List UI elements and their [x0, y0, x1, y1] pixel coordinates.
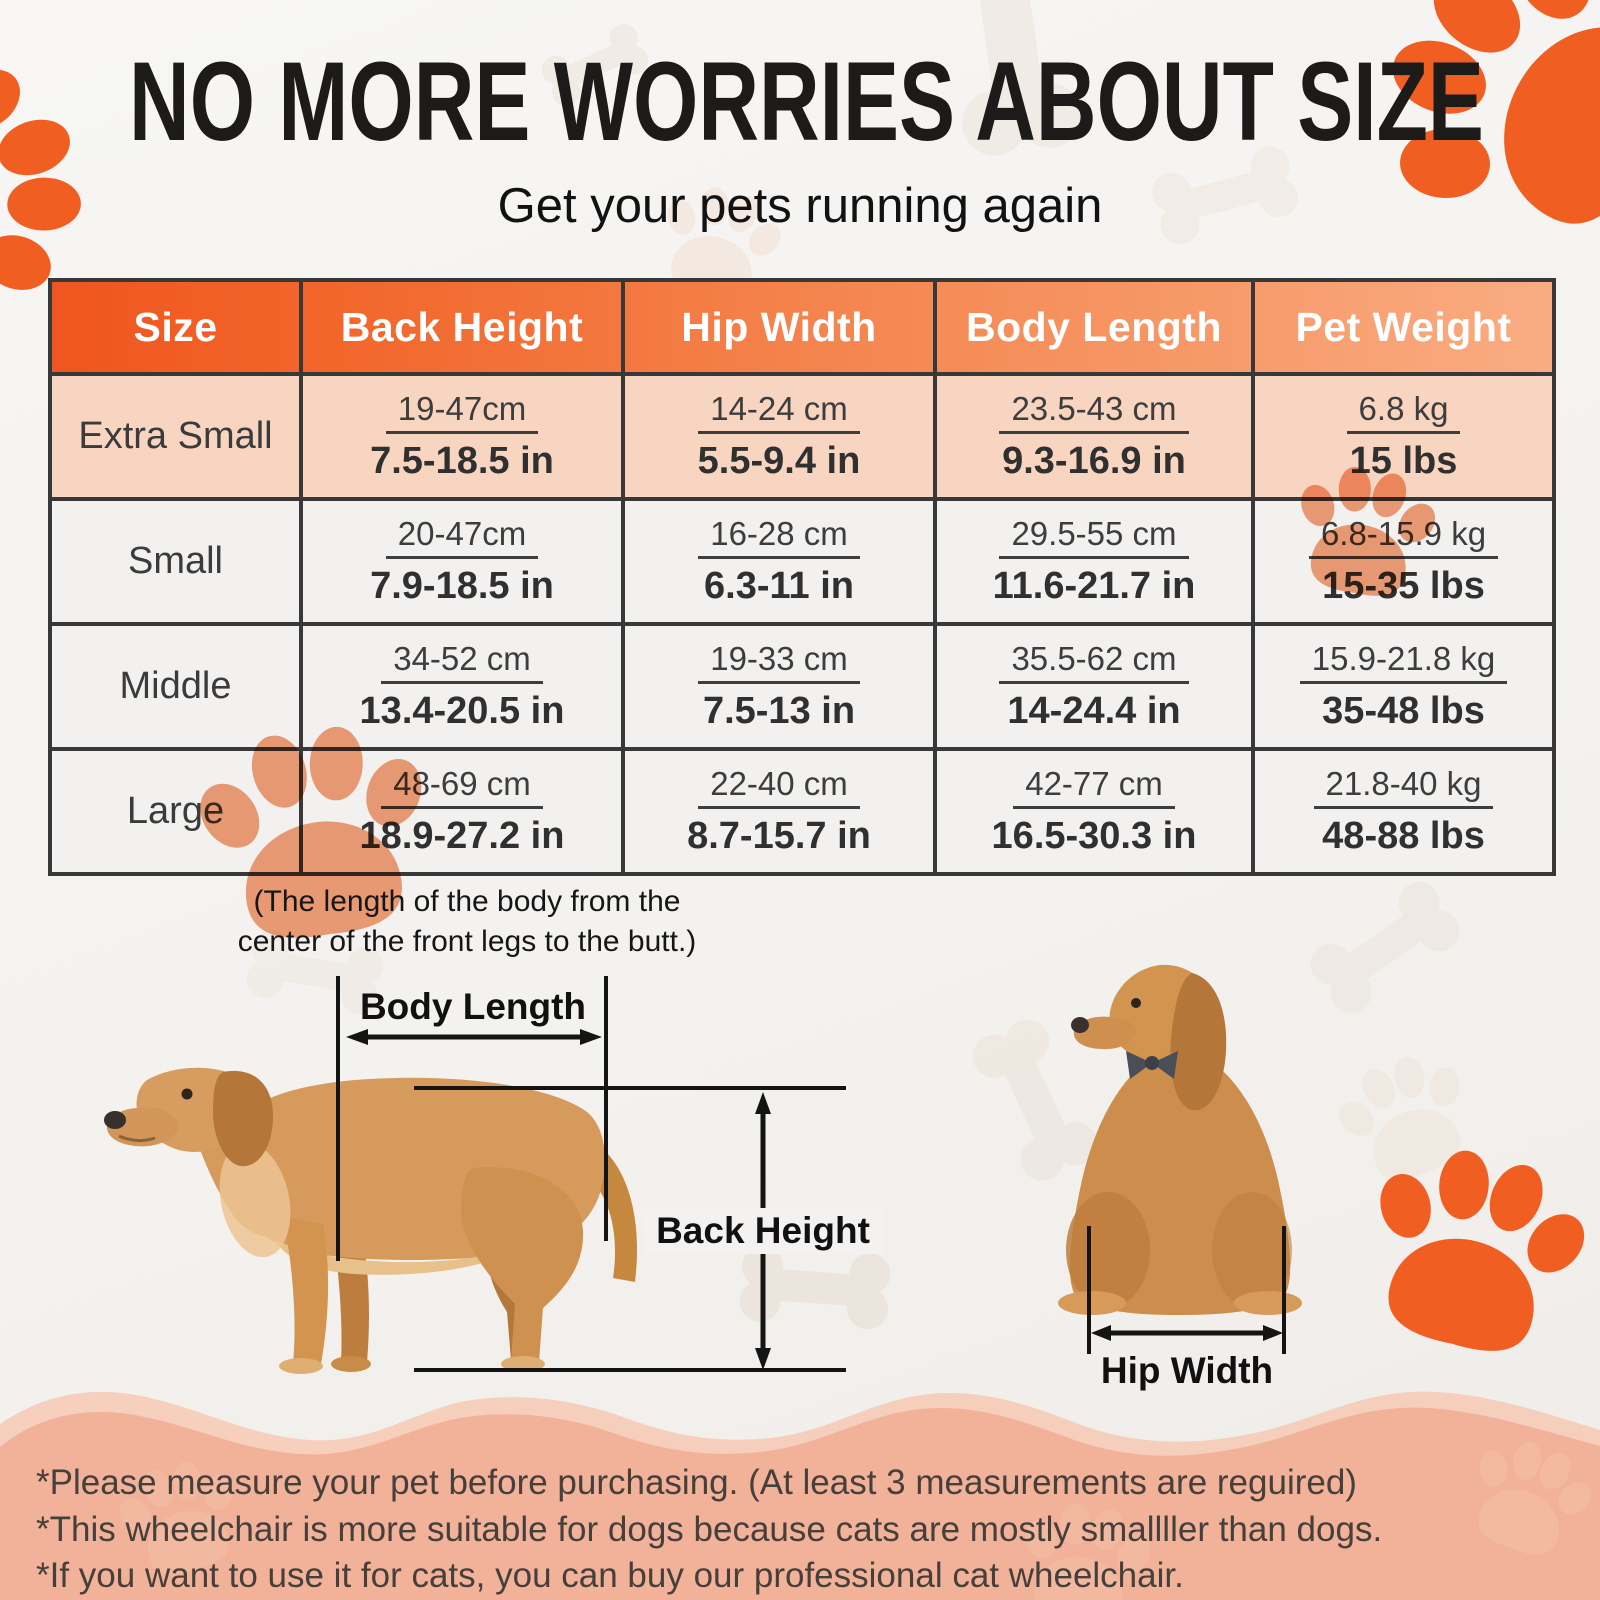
page-title: NO MORE WORRIES ABOUT SIZE — [129, 39, 1484, 165]
col-header-body-length: Body Length — [933, 278, 1255, 376]
cell-value: 48-69 cm — [381, 766, 543, 809]
cell-value: 6.3-11 in — [704, 564, 854, 607]
hip-width-label: Hip Width — [1100, 1350, 1274, 1391]
footnote-1: *Please measure your pet before purchasi… — [36, 1463, 1357, 1502]
back-height-line-bottom — [414, 1368, 846, 1372]
paw-print-icon — [1322, 1032, 1489, 1199]
bone-icon — [954, 1002, 1116, 1198]
cell-value: 20-47cm — [385, 516, 539, 559]
cell-value: 7.5-18.5 in — [370, 439, 554, 482]
cell-value: 5.5-9.4 in — [697, 439, 861, 482]
size-label: Large — [126, 790, 225, 832]
footnotes: *Please measure your pet before purchasi… — [36, 1462, 1576, 1600]
page-subtitle: Get your pets running again — [497, 179, 1103, 233]
cell-value: 22-40 cm — [698, 766, 860, 809]
cell-value: 13.4-20.5 in — [359, 689, 565, 732]
cell-value: 6.8 kg — [1346, 391, 1461, 434]
col-header-size: Size — [48, 278, 303, 376]
cell-value: 6.8-15.9 kg — [1308, 516, 1499, 559]
page-title-wrap: NO MORE WORRIES ABOUT SIZE — [0, 43, 1600, 161]
back-height-label: Back Height — [644, 1208, 882, 1254]
cell-value: 14-24.4 in — [1007, 689, 1181, 732]
cell-value: 23.5-43 cm — [999, 391, 1189, 434]
body-length-arrow — [346, 1029, 602, 1045]
table-row: Large 48-69 cm 18.9-27.2 in 22-40 cm 8.7-1… — [48, 747, 1556, 876]
size-chart-table: Size Back Height Hip Width Body Length P… — [48, 278, 1556, 876]
footer-band — [0, 1470, 1600, 1600]
cell-value: 8.7-15.7 in — [687, 814, 871, 857]
size-label: Extra Small — [78, 415, 273, 457]
cell-value: 35-48 lbs — [1322, 689, 1485, 732]
paw-print-icon — [1345, 1115, 1600, 1376]
cell-value: 19-47cm — [385, 391, 539, 434]
hip-width-line-left — [1087, 1226, 1091, 1354]
body-length-line-right — [604, 976, 608, 1241]
body-length-line-left — [336, 976, 340, 1261]
hip-width-line-right — [1282, 1226, 1286, 1354]
cell-value: 29.5-55 cm — [999, 516, 1189, 559]
cell-value: 18.9-27.2 in — [359, 814, 565, 857]
cell-value: 11.6-21.7 in — [992, 564, 1196, 607]
hip-width-arrow — [1091, 1325, 1283, 1341]
footnote-3: *If you want to use it for cats, you can… — [36, 1556, 1184, 1596]
col-header-hip-width: Hip Width — [621, 278, 937, 376]
body-length-caption: (The length of the body from the center … — [227, 882, 707, 961]
cell-value: 15.9-21.8 kg — [1299, 641, 1508, 684]
caption-line-1: (The length of the body from the — [253, 885, 681, 918]
cell-value: 16.5-30.3 in — [991, 814, 1197, 857]
cell-value: 19-33 cm — [698, 641, 860, 684]
cell-value: 42-77 cm — [1013, 766, 1175, 809]
cell-value: 7.5-13 in — [702, 689, 856, 732]
standing-dog-photo — [104, 1067, 637, 1374]
cell-value: 48-88 lbs — [1322, 814, 1485, 857]
table-row: Middle 34-52 cm 13.4-20.5 in 19-33 cm 7.5-… — [48, 622, 1556, 751]
cell-value: 15-35 lbs — [1322, 564, 1485, 607]
table-row: Small 20-47cm 7.9-18.5 in 16-28 cm 6.3-11 … — [48, 497, 1556, 626]
caption-line-2: center of the front legs to the butt.) — [237, 924, 697, 958]
cell-value: 7.9-18.5 in — [370, 564, 554, 607]
table-header-row: Size Back Height Hip Width Body Length P… — [48, 278, 1556, 376]
cell-value: 34-52 cm — [381, 641, 543, 684]
table-row: Extra Small 19-47cm 7.5-18.5 in 14-24 cm 5… — [48, 372, 1556, 501]
cell-value: 9.3-16.9 in — [1002, 439, 1186, 482]
size-label: Middle — [119, 665, 232, 707]
size-label: Small — [127, 540, 224, 582]
cell-value: 16-28 cm — [698, 516, 860, 559]
bone-icon — [1288, 860, 1482, 1035]
cell-value: 21.8-40 kg — [1313, 766, 1494, 809]
col-header-back-height: Back Height — [299, 278, 625, 376]
cell-value: 35.5-62 cm — [999, 641, 1189, 684]
col-header-pet-weight: Pet Weight — [1251, 278, 1556, 376]
cell-value: 15 lbs — [1349, 439, 1458, 482]
page-subtitle-wrap: Get your pets running again — [0, 178, 1600, 234]
back-height-line-top — [414, 1086, 846, 1090]
cell-value: 14-24 cm — [698, 391, 860, 434]
sitting-dog-photo — [1058, 964, 1302, 1315]
body-length-label: Body Length — [359, 986, 587, 1027]
footnote-2: *This wheelchair is more suitable for do… — [36, 1509, 1383, 1549]
